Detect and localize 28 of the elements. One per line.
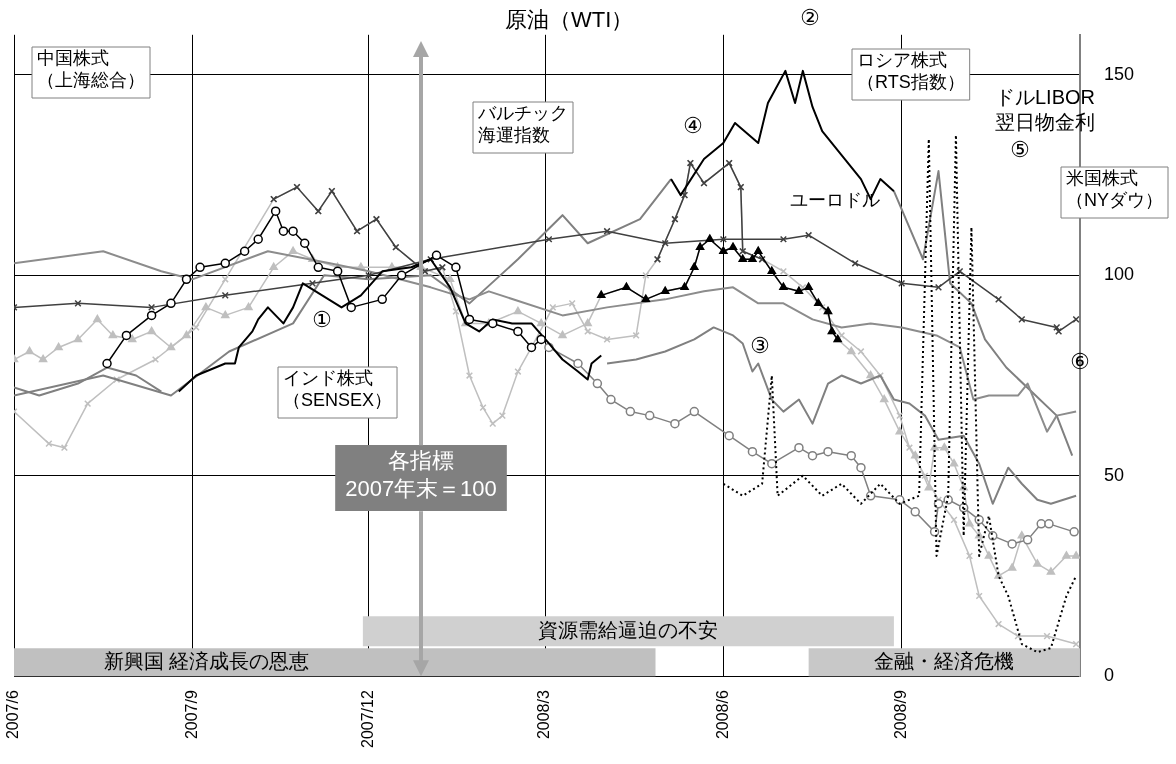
annotation: ③ xyxy=(750,333,770,359)
text: 原油（WTI） xyxy=(505,7,634,33)
x-tick-label: 2007/9 xyxy=(182,690,200,740)
y-tick-label: 50 xyxy=(1103,464,1124,485)
y-tick-label: 100 xyxy=(1103,264,1135,285)
x-tick-label: 2008/9 xyxy=(892,690,910,740)
annotation: ドルLIBOR翌日物金利 xyxy=(995,85,1096,133)
annotation: 米国株式（NYダウ） xyxy=(1066,167,1164,211)
annotation: ⑥ xyxy=(1070,349,1090,375)
band-label: 新興国 経済成長の恩恵 xyxy=(103,649,310,672)
band-label: 金融・経済危機 xyxy=(874,649,1015,672)
x-tick-label: 2008/6 xyxy=(713,690,731,740)
x-tick-label: 2007/12 xyxy=(359,690,377,749)
annotation: バルチック海運指数 xyxy=(477,102,568,146)
y-tick-label: 150 xyxy=(1103,63,1135,84)
text: ② xyxy=(800,5,820,31)
annotation: ユーロドル xyxy=(790,189,880,210)
x-tick-label: 2008/3 xyxy=(535,690,553,740)
annotation: ④ xyxy=(683,113,703,139)
x-tick-label: 2007/6 xyxy=(4,690,22,740)
band-label: 資源需給逼迫の不安 xyxy=(538,618,719,641)
annotation: ① xyxy=(312,307,332,333)
annotation: インド株式（SENSEX） xyxy=(283,367,393,411)
annotation: ロシア株式（RTS指数） xyxy=(857,49,965,93)
y-tick-label: 0 xyxy=(1103,665,1114,686)
ref-line-label: 各指標2007年末＝100 xyxy=(345,448,497,502)
annotation: 中国株式（上海総合） xyxy=(37,47,145,91)
annotation: ⑤ xyxy=(1010,137,1030,163)
